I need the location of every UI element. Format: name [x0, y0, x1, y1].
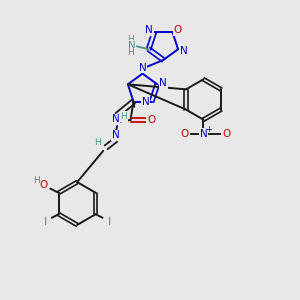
Text: N: N — [145, 25, 153, 35]
Text: N: N — [200, 129, 207, 139]
Text: -: - — [183, 124, 187, 134]
Text: O: O — [222, 129, 230, 139]
Text: O: O — [147, 115, 155, 125]
Text: H: H — [120, 112, 127, 121]
Text: I: I — [44, 217, 47, 227]
Text: N: N — [112, 130, 119, 140]
Text: N: N — [159, 78, 167, 88]
Text: O: O — [40, 180, 48, 190]
Text: H: H — [128, 48, 134, 57]
Text: O: O — [181, 129, 189, 139]
Text: H: H — [128, 35, 134, 44]
Text: O: O — [174, 25, 182, 35]
Text: N: N — [128, 41, 136, 51]
Text: N: N — [179, 46, 187, 56]
Text: H: H — [33, 176, 40, 185]
Text: +: + — [205, 125, 212, 134]
Text: I: I — [107, 217, 111, 227]
Text: H: H — [94, 138, 101, 147]
Text: N: N — [142, 97, 150, 106]
Text: N: N — [112, 114, 119, 124]
Text: N: N — [139, 63, 146, 73]
